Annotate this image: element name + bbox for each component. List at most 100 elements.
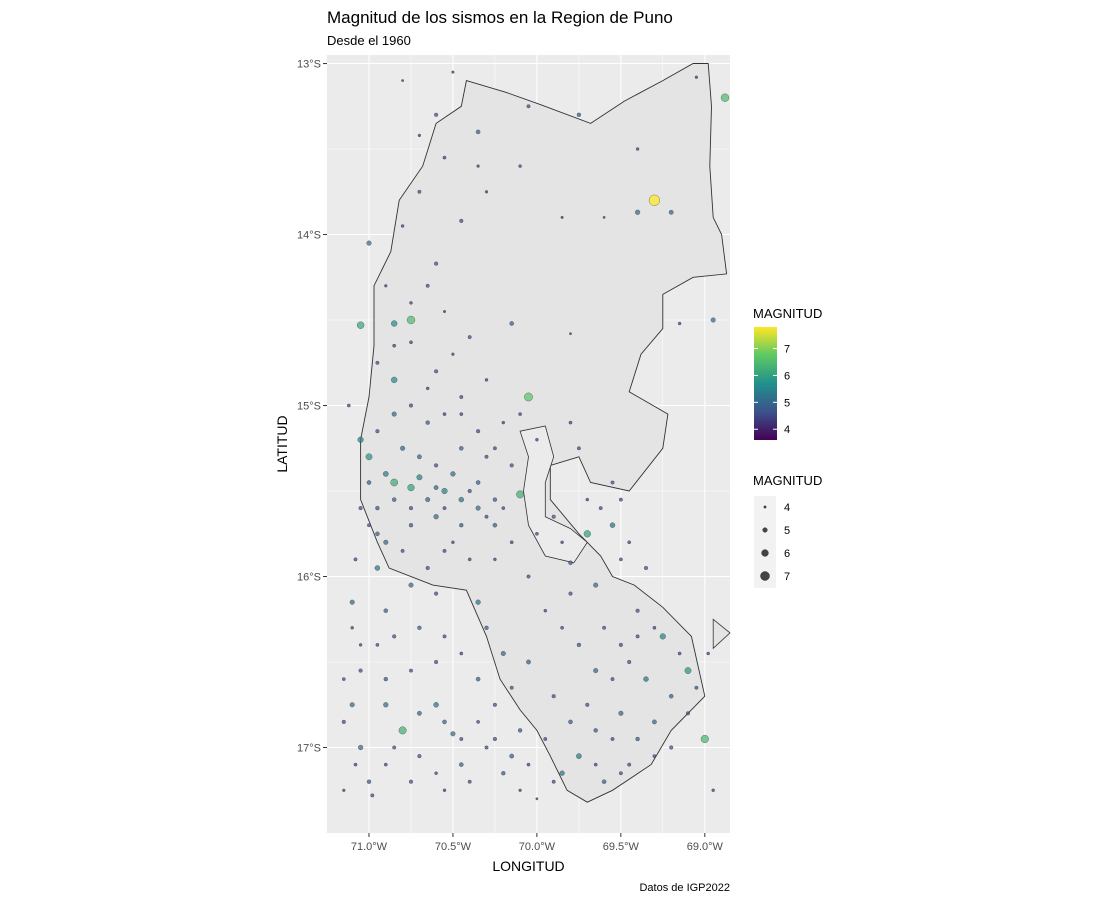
size-key-point bbox=[762, 527, 768, 533]
earthquake-point bbox=[375, 429, 380, 434]
earthquake-point bbox=[601, 779, 607, 785]
earthquake-point bbox=[476, 720, 480, 724]
earthquake-point bbox=[349, 599, 355, 605]
earthquake-point bbox=[509, 685, 514, 690]
earthquake-point bbox=[459, 395, 464, 399]
earthquake-point bbox=[543, 737, 548, 741]
earthquake-point bbox=[375, 531, 380, 537]
earthquake-point bbox=[358, 643, 363, 647]
earthquake-point bbox=[568, 420, 573, 425]
x-tick-label: 69.5°W bbox=[603, 841, 640, 853]
earthquake-point bbox=[401, 79, 405, 83]
earthquake-point bbox=[458, 762, 464, 767]
colorbar-tick-label: 6 bbox=[784, 370, 790, 382]
earthquake-point bbox=[433, 369, 439, 374]
earthquake-point bbox=[433, 659, 439, 665]
x-tick-label: 70.5°W bbox=[435, 841, 472, 853]
earthquake-point bbox=[551, 694, 556, 699]
earthquake-point bbox=[425, 420, 430, 425]
earthquake-point bbox=[416, 454, 422, 460]
earthquake-point bbox=[367, 523, 371, 528]
earthquake-point bbox=[551, 779, 556, 784]
earthquake-point bbox=[467, 557, 472, 562]
earthquake-point bbox=[643, 676, 649, 682]
earthquake-point bbox=[459, 412, 464, 416]
earthquake-point bbox=[349, 702, 355, 708]
earthquake-point bbox=[609, 522, 616, 528]
y-tick-label: 16°S bbox=[297, 572, 321, 584]
earthquake-point bbox=[618, 642, 624, 648]
earthquake-point bbox=[706, 651, 710, 656]
earthquake-point bbox=[442, 309, 447, 314]
y-axis-title: LATITUD bbox=[274, 415, 290, 472]
earthquake-point bbox=[392, 745, 397, 750]
earthquake-point bbox=[383, 676, 389, 682]
size-key-point bbox=[763, 505, 767, 509]
earthquake-point bbox=[391, 497, 397, 502]
earthquake-point bbox=[366, 779, 372, 784]
earthquake-point bbox=[357, 744, 364, 751]
earthquake-point bbox=[475, 129, 481, 135]
earthquake-point bbox=[467, 335, 472, 340]
earthquake-point bbox=[627, 540, 632, 545]
earthquake-point bbox=[684, 667, 692, 675]
earthquake-point bbox=[585, 497, 590, 502]
earthquake-point bbox=[375, 505, 380, 511]
earthquake-point bbox=[366, 240, 372, 246]
earthquake-point bbox=[610, 677, 615, 682]
earthquake-point bbox=[635, 634, 640, 639]
x-axis-title: LONGITUD bbox=[492, 858, 564, 874]
earthquake-point bbox=[375, 643, 380, 647]
earthquake-point bbox=[433, 702, 439, 708]
earthquake-point bbox=[518, 164, 522, 168]
earthquake-point bbox=[669, 745, 674, 750]
earthquake-point bbox=[509, 321, 515, 326]
size-key-label: 6 bbox=[784, 548, 790, 560]
earthquake-point bbox=[711, 788, 715, 793]
color-legend: MAGNITUD 4 5 6 7 bbox=[753, 306, 822, 440]
earthquake-point bbox=[375, 360, 380, 365]
size-key-point bbox=[760, 571, 770, 581]
earthquake-point bbox=[451, 540, 455, 545]
earthquake-point bbox=[425, 565, 430, 571]
earthquake-point bbox=[535, 797, 539, 801]
earthquake-point bbox=[390, 478, 399, 487]
earthquake-point bbox=[409, 668, 413, 673]
earthquake-point bbox=[346, 403, 351, 408]
earthquake-point bbox=[634, 209, 641, 215]
earthquake-point bbox=[668, 693, 674, 699]
earthquake-point bbox=[652, 754, 657, 758]
earthquake-point bbox=[551, 514, 556, 519]
earthquake-point bbox=[417, 133, 422, 138]
earthquake-point bbox=[585, 702, 590, 707]
y-tick-label: 14°S bbox=[297, 230, 321, 242]
earthquake-point bbox=[417, 753, 422, 759]
earthquake-point bbox=[643, 565, 649, 571]
y-tick-label: 15°S bbox=[297, 401, 321, 413]
x-tick-label: 70.0°W bbox=[519, 841, 556, 853]
earthquake-point bbox=[356, 321, 365, 329]
earthquake-point bbox=[652, 625, 657, 630]
earthquake-point bbox=[374, 565, 381, 571]
earthquake-point bbox=[442, 634, 447, 639]
size-legend-title: MAGNITUD bbox=[753, 473, 822, 488]
earthquake-point bbox=[458, 496, 465, 503]
earthquake-point bbox=[484, 378, 489, 382]
colorbar-tick-label: 4 bbox=[784, 424, 790, 436]
earthquake-point bbox=[602, 215, 606, 219]
earthquake-point bbox=[593, 728, 598, 733]
earthquake-point bbox=[442, 548, 447, 553]
earthquake-point bbox=[400, 445, 406, 451]
earthquake-point bbox=[568, 591, 573, 596]
earthquake-point bbox=[618, 710, 624, 716]
earthquake-point bbox=[635, 147, 640, 151]
earthquake-point bbox=[450, 731, 456, 737]
earthquake-point bbox=[618, 771, 623, 776]
earthquake-point bbox=[677, 651, 682, 656]
earthquake-point bbox=[619, 557, 623, 562]
earthquake-point bbox=[560, 215, 564, 219]
earthquake-point bbox=[710, 317, 716, 323]
earthquake-point bbox=[627, 659, 632, 665]
earthquake-point bbox=[543, 608, 548, 613]
